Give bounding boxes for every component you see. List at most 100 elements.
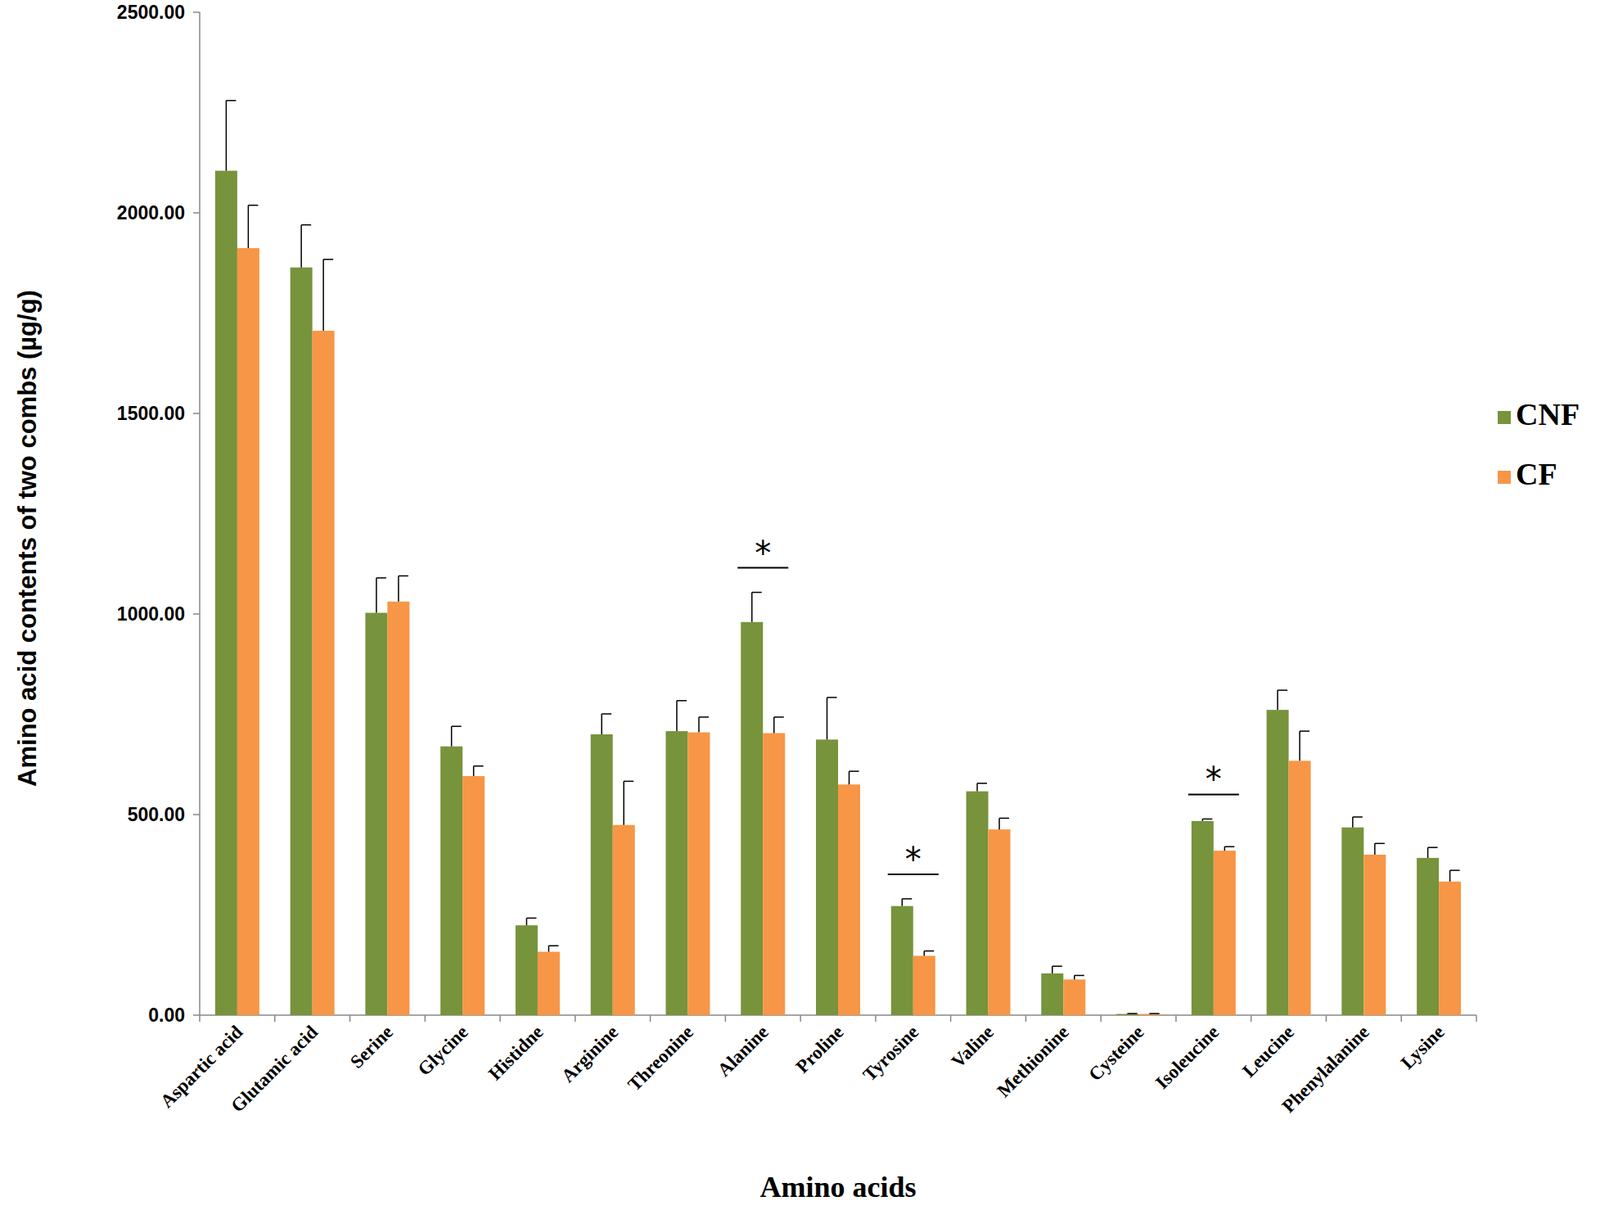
error-stem (751, 592, 753, 622)
bar (1363, 854, 1386, 1015)
y-axis-label: Amino acid contents of two combs (µg/g) (13, 289, 42, 787)
error-bar (1374, 842, 1385, 855)
error-cap (923, 950, 934, 952)
bar (1191, 820, 1214, 1015)
bar (1041, 973, 1064, 1015)
x-tick (1175, 1014, 1177, 1022)
error-bar (849, 770, 860, 785)
error-cap (1052, 964, 1063, 967)
bar (537, 951, 560, 1015)
error-bar (1127, 1013, 1138, 1015)
error-cap (376, 576, 387, 579)
error-stem (548, 945, 550, 951)
x-tick (1325, 1014, 1328, 1022)
error-cap (1127, 1012, 1138, 1015)
error-stem (676, 700, 678, 731)
error-cap (225, 99, 236, 102)
error-bar (1450, 869, 1461, 882)
error-stem (1352, 816, 1354, 828)
error-cap (1374, 842, 1385, 845)
error-bar (247, 205, 258, 248)
x-tick (799, 1014, 802, 1022)
bar (1063, 978, 1086, 1015)
error-stem (450, 725, 453, 747)
error-bar (1202, 818, 1213, 821)
error-stem (600, 713, 603, 735)
error-cap (774, 716, 785, 718)
error-cap (1428, 846, 1438, 848)
x-tick (1250, 1014, 1253, 1022)
chart: 0.00500.001000.001500.002000.002500.00**… (0, 0, 1600, 1210)
error-bar (301, 225, 311, 268)
error-cap (901, 897, 912, 900)
error-cap (548, 944, 559, 947)
bar (838, 784, 861, 1015)
error-stem (300, 225, 302, 268)
error-stem (826, 697, 829, 740)
error-stem (225, 100, 228, 172)
error-stem (976, 783, 979, 792)
error-stem (848, 770, 851, 785)
significance-label: * (1205, 760, 1222, 798)
error-cap (1074, 974, 1085, 977)
y-tick-label: 0.00 (148, 1004, 185, 1026)
legend-label: CNF (1515, 396, 1580, 432)
error-bar (901, 898, 912, 906)
error-stem (1298, 730, 1301, 761)
x-tick (950, 1014, 952, 1022)
bar (1116, 1014, 1139, 1015)
error-cap (698, 716, 709, 718)
error-bar (526, 917, 537, 925)
bar (312, 330, 335, 1015)
bar (966, 791, 989, 1015)
x-tick-label: Glutamic acid (226, 1021, 322, 1117)
error-cap (301, 224, 311, 226)
bar (1438, 881, 1461, 1015)
x-tick-label: Tyrosine (859, 1021, 924, 1086)
error-cap (247, 204, 258, 207)
error-stem (473, 766, 475, 776)
error-bar (398, 575, 409, 601)
error-cap (1450, 869, 1461, 871)
bar (913, 955, 936, 1015)
error-stem (322, 259, 325, 331)
error-stem (526, 917, 528, 925)
error-bar (1149, 1013, 1160, 1015)
x-tick (649, 1014, 652, 1022)
x-tick (874, 1014, 877, 1022)
bar (612, 824, 636, 1015)
error-stem (1427, 847, 1429, 858)
x-tick-label: Histidne (484, 1021, 547, 1084)
bars (215, 100, 1461, 1015)
y-tick-label: 500.00 (127, 803, 185, 825)
x-tick-label: Proline (792, 1021, 848, 1078)
error-stem (1276, 689, 1279, 710)
x-tick-label: Threonine (623, 1021, 698, 1096)
error-cap (398, 575, 409, 577)
error-stem (923, 950, 926, 956)
bar (365, 612, 388, 1015)
bar (440, 746, 463, 1015)
bar (1213, 850, 1236, 1015)
legend-item: CNF (1497, 396, 1580, 432)
bar (387, 601, 410, 1015)
legend-swatch (1497, 470, 1511, 484)
x-tick (1400, 1014, 1402, 1022)
error-cap (827, 696, 838, 699)
y-axis (198, 12, 201, 1015)
error-stem (375, 577, 378, 613)
error-bar (827, 697, 838, 740)
error-bar (698, 716, 709, 733)
x-tick-label: Isoleucine (1151, 1021, 1223, 1093)
x-tick-label: Phenylalanine (1278, 1021, 1374, 1117)
x-tick-label: Glycine (414, 1021, 473, 1080)
error-bar (473, 766, 484, 776)
error-cap (451, 725, 462, 727)
bar (740, 621, 763, 1015)
x-tick (574, 1014, 577, 1022)
x-tick (1025, 1014, 1028, 1022)
bar (762, 733, 785, 1015)
error-cap (752, 591, 762, 594)
error-cap (999, 817, 1010, 820)
error-bar (1074, 974, 1085, 979)
